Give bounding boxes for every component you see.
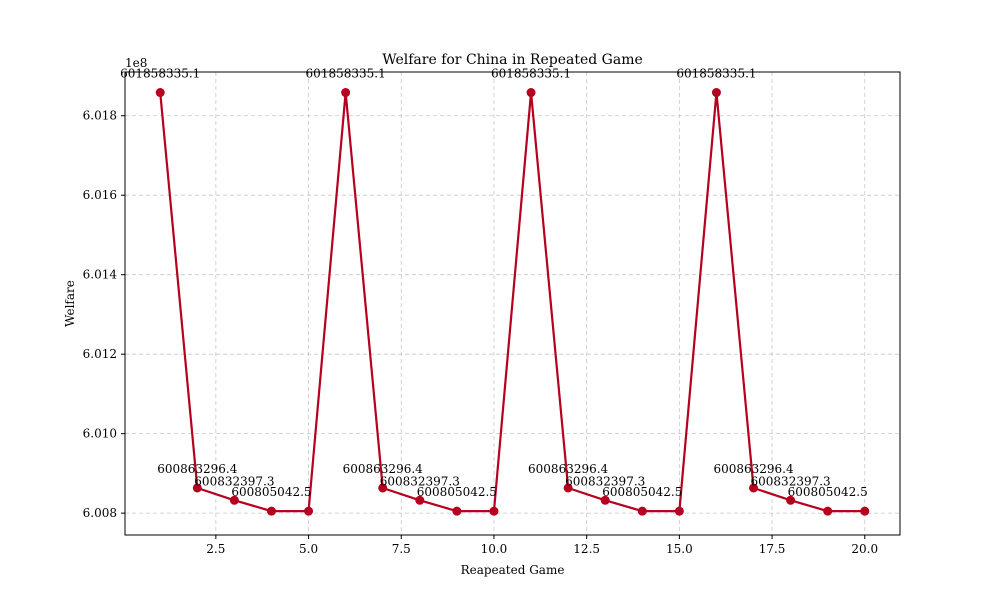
data-label: 601858335.1 (491, 67, 571, 81)
data-point (378, 483, 388, 493)
data-point (823, 506, 833, 516)
data-point (266, 506, 276, 516)
series-line-layer (159, 91, 865, 513)
y-tick-label: 6.014 (83, 268, 118, 282)
y-axis-ticks: 6.008 6.010 6.012 6.014 6.016 6.018 (83, 109, 125, 520)
data-point (489, 506, 499, 516)
data-point (341, 88, 351, 98)
data-label: 600805042.5 (231, 485, 311, 499)
data-point (415, 495, 425, 505)
data-label: 600832397.3 (380, 474, 460, 488)
data-label: 600832397.3 (194, 474, 274, 488)
data-point (155, 88, 165, 98)
y-tick-label: 6.018 (83, 109, 117, 123)
y-axis-label: Welfare (63, 280, 77, 327)
data-label: 601858335.1 (676, 67, 756, 81)
grid-lines (125, 72, 900, 535)
data-label: 600805042.5 (417, 485, 497, 499)
data-point (860, 506, 870, 516)
series-markers (155, 88, 870, 516)
x-tick-label: 5.0 (299, 542, 318, 556)
data-point (563, 483, 573, 493)
x-tick-label: 17.5 (759, 542, 786, 556)
data-label: 600832397.3 (565, 474, 645, 488)
data-point (637, 506, 647, 516)
y-tick-label: 6.010 (83, 427, 117, 441)
data-point (452, 506, 462, 516)
data-label: 601858335.1 (120, 67, 200, 81)
data-label: 600863296.4 (343, 462, 424, 476)
data-point (304, 506, 314, 516)
x-tick-label: 2.5 (206, 542, 225, 556)
data-point (786, 495, 796, 505)
data-label: 600863296.4 (157, 462, 238, 476)
data-point (600, 495, 610, 505)
data-label: 600832397.3 (751, 474, 831, 488)
x-tick-label: 15.0 (666, 542, 693, 556)
data-point (749, 483, 759, 493)
data-label: 600863296.4 (713, 462, 794, 476)
y-tick-label: 6.012 (83, 347, 117, 361)
data-label: 600863296.4 (528, 462, 609, 476)
data-point (674, 506, 684, 516)
data-point (526, 88, 536, 98)
data-point (192, 483, 202, 493)
x-tick-label: 7.5 (392, 542, 411, 556)
y-tick-label: 6.008 (83, 506, 117, 520)
x-axis-ticks: 2.5 5.0 7.5 10.0 12.5 15.0 17.5 20.0 (206, 535, 878, 556)
data-point (711, 88, 721, 98)
chart-title: Welfare for China in Repeated Game (382, 52, 643, 68)
series-line (159, 91, 865, 513)
data-label: 600805042.5 (602, 485, 682, 499)
y-axis-offset-text: 1e8 (125, 56, 147, 70)
x-tick-label: 12.5 (573, 542, 600, 556)
x-axis-label: Reapeated Game (461, 563, 565, 577)
plot-frame (124, 71, 901, 536)
data-point (229, 495, 239, 505)
data-labels: 601858335.1600863296.4600832397.36008050… (120, 67, 868, 500)
x-tick-label: 10.0 (481, 542, 508, 556)
data-label: 600805042.5 (788, 485, 868, 499)
data-label: 601858335.1 (306, 67, 386, 81)
y-tick-label: 6.016 (83, 188, 117, 202)
x-tick-label: 20.0 (851, 542, 878, 556)
